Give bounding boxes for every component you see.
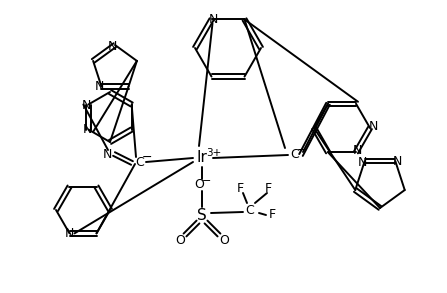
Text: O: O <box>219 234 229 246</box>
Text: N: N <box>107 40 117 52</box>
Text: 3+: 3+ <box>207 148 222 158</box>
Text: C: C <box>245 204 254 217</box>
Text: F: F <box>236 181 244 195</box>
Text: N: N <box>209 13 218 26</box>
Text: N: N <box>392 156 402 168</box>
Text: N: N <box>358 156 367 169</box>
Text: F: F <box>265 181 272 195</box>
Text: Ir: Ir <box>197 151 207 166</box>
Text: −: − <box>297 144 307 156</box>
Text: C: C <box>291 149 299 161</box>
Text: N: N <box>82 99 91 112</box>
Text: N: N <box>65 227 74 240</box>
Text: O: O <box>194 178 204 192</box>
Text: −: − <box>142 151 152 163</box>
Text: N: N <box>102 147 112 161</box>
Text: N: N <box>352 144 362 157</box>
Text: S: S <box>197 207 207 222</box>
Text: N: N <box>368 120 378 134</box>
Text: N: N <box>95 80 104 93</box>
Text: O: O <box>175 234 185 246</box>
Text: F: F <box>269 209 275 222</box>
Text: −: − <box>202 176 212 186</box>
Text: C: C <box>135 156 144 168</box>
Text: N: N <box>83 123 92 136</box>
